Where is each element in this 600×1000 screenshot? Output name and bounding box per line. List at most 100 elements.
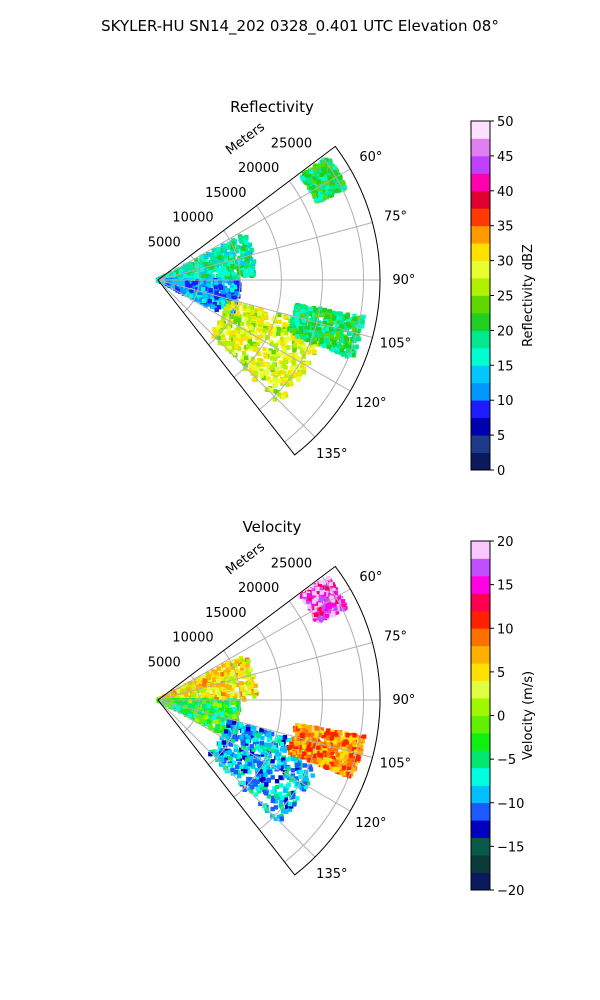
echo-gate [246, 726, 251, 732]
echo-gate [239, 657, 244, 663]
echo-gate [269, 339, 274, 344]
echo-gate [225, 694, 231, 699]
echo-gate [321, 183, 326, 189]
echo-gate [278, 791, 283, 797]
echo-gate [347, 341, 353, 347]
echo-gate [246, 659, 251, 664]
echo-gate [286, 358, 292, 363]
echo-gate [233, 737, 238, 742]
echo-gate [215, 301, 220, 306]
echo-gate [277, 738, 282, 744]
echo-gate [299, 329, 305, 335]
echo-gate [341, 352, 346, 357]
echo-gate [241, 670, 247, 675]
echo-gate [204, 297, 209, 302]
echo-gate [245, 665, 250, 671]
echo-gate [329, 180, 334, 185]
echo-gate [339, 324, 344, 329]
echo-gate [272, 333, 277, 338]
echo-gate [291, 794, 296, 800]
echo-gate [223, 269, 228, 275]
echo-gate [226, 732, 231, 738]
echo-gate [339, 338, 345, 344]
echo-gate [304, 346, 309, 351]
echo-gate [225, 735, 230, 740]
echo-gate [221, 740, 227, 745]
echo-gate [349, 772, 354, 777]
echo-gate [222, 758, 227, 764]
echo-gate [248, 363, 254, 369]
echo-gate [181, 265, 186, 270]
echo-gate [251, 271, 256, 277]
echo-gate [276, 331, 281, 336]
echo-gate [300, 781, 305, 787]
echo-gate [235, 284, 241, 290]
echo-gate [261, 776, 266, 781]
echo-gate [260, 330, 266, 336]
echo-gate [213, 719, 219, 725]
echo-gate [331, 178, 336, 183]
echo-gate [214, 672, 220, 677]
echo-gate [215, 683, 220, 688]
echo-gate [219, 247, 224, 252]
echo-gate [237, 314, 243, 319]
echo-gate [211, 716, 217, 721]
echo-gate [299, 305, 305, 310]
echo-gate [315, 342, 320, 347]
echo-gate [267, 746, 272, 752]
echo-gate [168, 271, 174, 276]
echo-gate [218, 285, 224, 290]
echo-gate [173, 707, 178, 712]
echo-gate [210, 749, 216, 755]
echo-gate [228, 685, 233, 690]
echo-gate [226, 675, 231, 680]
echo-gate [216, 700, 222, 705]
echo-gate [243, 336, 248, 341]
echo-gate [231, 251, 237, 257]
echo-gate [282, 788, 288, 793]
echo-gate [254, 736, 260, 741]
echo-gate [270, 748, 276, 753]
echo-gate [246, 689, 252, 694]
echo-gate [317, 168, 323, 173]
echo-gate [303, 328, 308, 334]
echo-gate [220, 299, 226, 305]
reflectivity-panel: Reflectivity60°75°90°105°120°135°5000100… [148, 98, 536, 479]
echo-gate [220, 677, 226, 683]
echo-gate [252, 730, 257, 735]
echo-gate [221, 285, 226, 291]
echo-gate [207, 291, 213, 296]
echo-gate [225, 265, 230, 270]
echo-gate [340, 599, 346, 604]
echo-gate [192, 267, 197, 272]
echo-gate [244, 235, 249, 241]
echo-gate [345, 771, 350, 777]
echo-gate [287, 377, 293, 382]
echo-gate [219, 757, 225, 762]
echo-gate [336, 188, 342, 193]
echo-gate [209, 706, 215, 711]
echo-gate [191, 695, 196, 700]
echo-gate [202, 682, 207, 687]
colorbar-swatch [471, 121, 490, 139]
echo-gate [213, 728, 218, 733]
echo-gate [259, 783, 264, 788]
echo-gate [264, 782, 269, 787]
echo-gate [248, 667, 254, 673]
echo-gate [327, 309, 333, 314]
grid-ring [208, 230, 241, 346]
azimuth-tick-label: 105° [380, 337, 411, 352]
echo-gate [289, 328, 295, 333]
colorbar-swatch [471, 382, 490, 401]
echo-gate [324, 588, 330, 593]
echo-gate [179, 685, 184, 690]
echo-gate [212, 671, 217, 677]
grid-ring [233, 205, 282, 378]
echo-gate [311, 173, 317, 178]
echo-gate [264, 368, 269, 374]
echo-gate [220, 717, 225, 722]
echo-gate [301, 370, 307, 375]
echo-gate [209, 264, 215, 270]
echo-gate [295, 331, 301, 336]
